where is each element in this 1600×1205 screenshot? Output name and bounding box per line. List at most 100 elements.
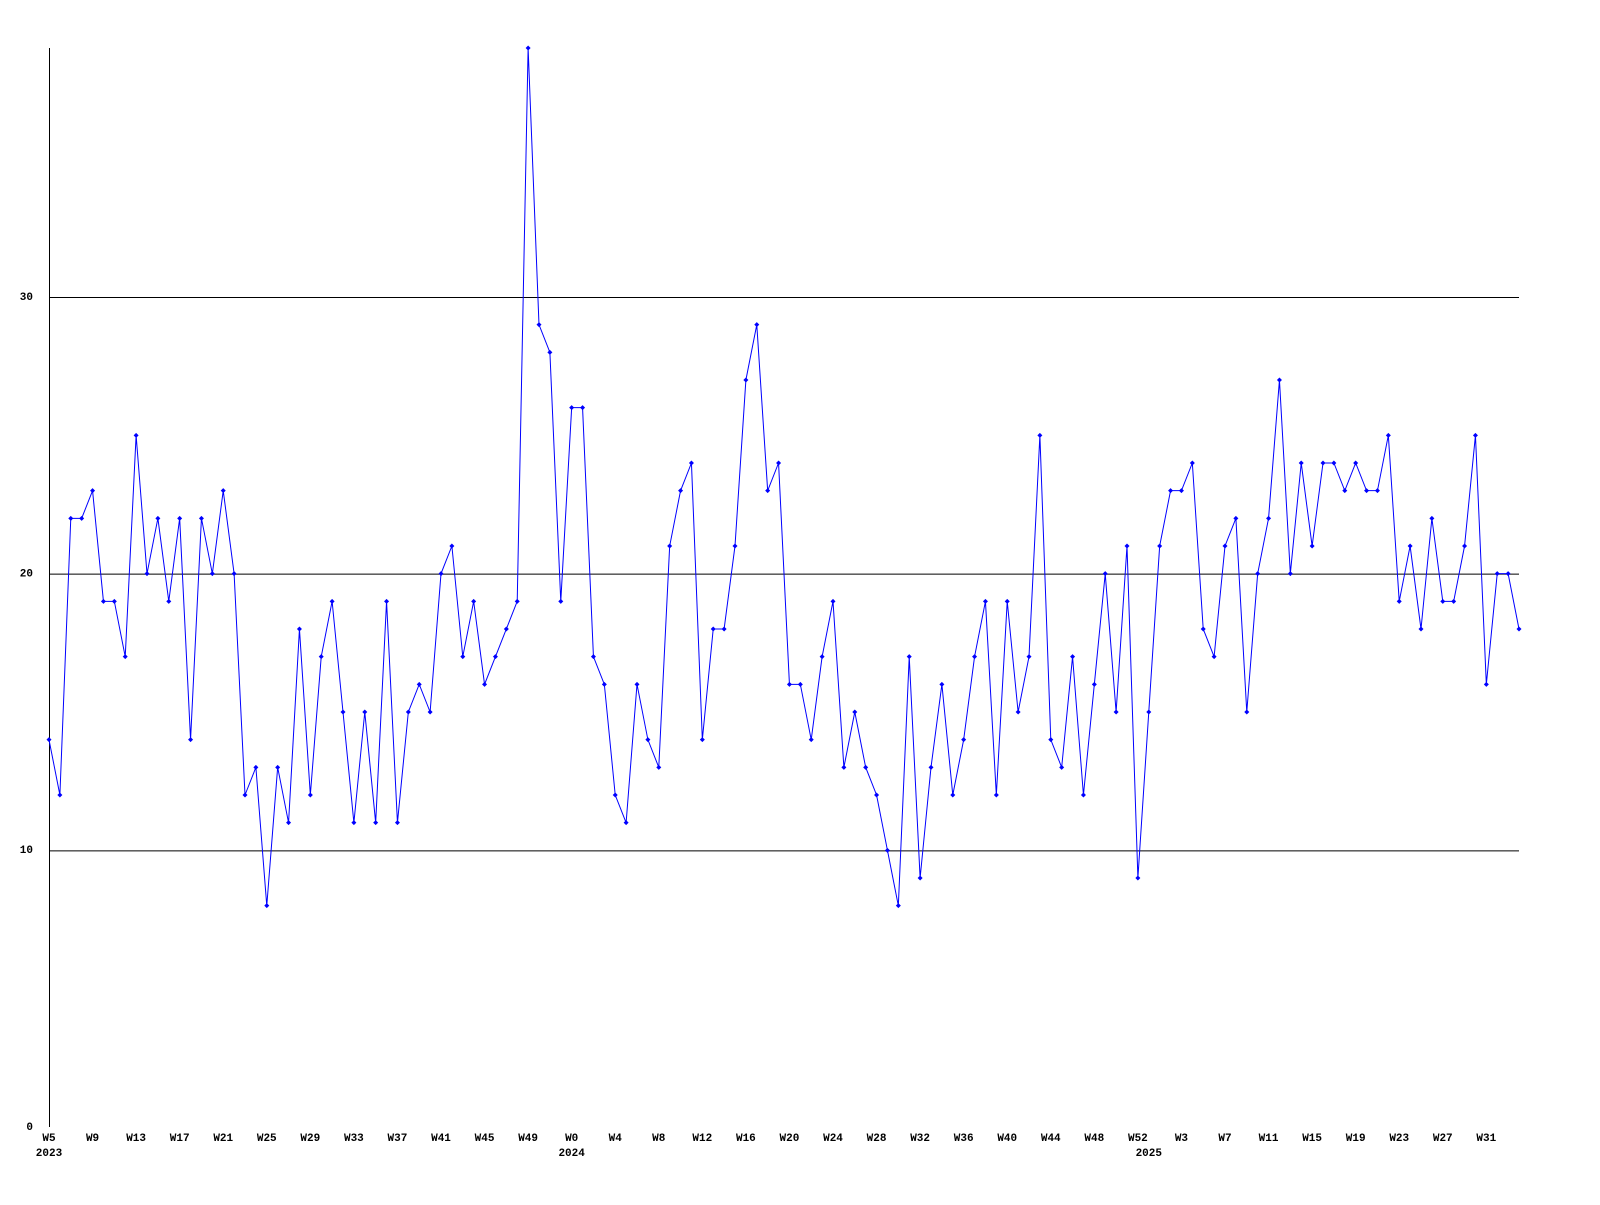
x-tick-label: W24 — [823, 1133, 843, 1145]
data-point — [100, 598, 106, 604]
data-point — [307, 792, 313, 798]
x-tick-label: W13 — [126, 1133, 146, 1145]
data-point — [1200, 626, 1206, 632]
data-point — [351, 820, 357, 826]
x-tick-label: W41 — [431, 1133, 451, 1145]
data-point — [612, 792, 618, 798]
data-point — [111, 598, 117, 604]
x-tick-label: W44 — [1041, 1133, 1061, 1145]
data-point — [1211, 654, 1217, 660]
data-point — [1494, 571, 1500, 577]
data-point — [982, 598, 988, 604]
data-point — [1266, 515, 1272, 521]
data-point — [525, 45, 531, 51]
data-point — [329, 598, 335, 604]
data-point — [1222, 543, 1228, 549]
x-tick-label: W25 — [257, 1133, 277, 1145]
data-point — [1418, 626, 1424, 632]
data-point — [198, 515, 204, 521]
data-point — [1462, 543, 1468, 549]
x-year-label: 2025 — [1136, 1148, 1163, 1160]
data-point — [1244, 709, 1250, 715]
data-point — [765, 488, 771, 494]
data-point — [797, 681, 803, 687]
data-point — [1276, 377, 1282, 383]
data-point — [1516, 626, 1522, 632]
data-point — [656, 764, 662, 770]
data-point — [188, 737, 194, 743]
y-tick-label: 20 — [20, 569, 33, 581]
data-point — [166, 598, 172, 604]
data-point — [492, 654, 498, 660]
x-tick-label: W19 — [1346, 1133, 1366, 1145]
x-tick-label: W27 — [1433, 1133, 1453, 1145]
data-point — [286, 820, 292, 826]
data-point — [1189, 460, 1195, 466]
data-point — [416, 681, 422, 687]
data-point — [1015, 709, 1021, 715]
data-point — [884, 847, 890, 853]
data-point — [1505, 571, 1511, 577]
data-point — [1048, 737, 1054, 743]
x-tick-label: W36 — [954, 1133, 974, 1145]
data-point — [547, 349, 553, 355]
x-tick-label: W5 — [42, 1133, 56, 1145]
x-tick-label: W0 — [565, 1133, 578, 1145]
data-point — [1233, 515, 1239, 521]
data-point — [264, 903, 270, 909]
data-point — [623, 820, 629, 826]
y-tick-label: 30 — [20, 292, 33, 304]
data-line — [48, 47, 1520, 906]
x-tick-label: W49 — [518, 1133, 538, 1145]
data-point — [928, 764, 934, 770]
data-point — [177, 515, 183, 521]
data-point — [939, 681, 945, 687]
x-tick-label: W52 — [1128, 1133, 1148, 1145]
data-point — [917, 875, 923, 881]
data-point — [743, 377, 749, 383]
x-tick-label: W3 — [1175, 1133, 1189, 1145]
x-tick-label: W8 — [652, 1133, 666, 1145]
data-point — [1364, 488, 1370, 494]
data-point — [993, 792, 999, 798]
x-year-label: 2023 — [36, 1148, 63, 1160]
data-point — [144, 571, 150, 577]
data-point — [1342, 488, 1348, 494]
x-tick-label: W33 — [344, 1133, 364, 1145]
data-point — [558, 598, 564, 604]
data-point — [1135, 875, 1141, 881]
y-tick-label: 0 — [26, 1122, 33, 1134]
x-tick-label: W29 — [300, 1133, 320, 1145]
data-point — [1429, 515, 1435, 521]
data-point — [721, 626, 727, 632]
data-point — [1004, 598, 1010, 604]
data-point — [1113, 709, 1119, 715]
data-point — [1157, 543, 1163, 549]
data-point — [438, 571, 444, 577]
x-tick-label: W12 — [692, 1133, 712, 1145]
data-point — [841, 764, 847, 770]
data-point — [569, 405, 575, 411]
data-point — [68, 515, 74, 521]
data-point — [133, 432, 139, 438]
data-point — [1287, 571, 1293, 577]
data-point — [830, 598, 836, 604]
x-tick-label: W7 — [1218, 1133, 1231, 1145]
data-point — [1059, 764, 1065, 770]
data-point — [460, 654, 466, 660]
x-year-label: 2024 — [558, 1148, 585, 1160]
data-point — [57, 792, 63, 798]
data-point — [1255, 571, 1261, 577]
data-point — [1178, 488, 1184, 494]
data-point — [405, 709, 411, 715]
data-point — [667, 543, 673, 549]
data-point — [754, 322, 760, 328]
x-tick-label: W28 — [867, 1133, 887, 1145]
x-tick-label: W32 — [910, 1133, 930, 1145]
data-point — [1353, 460, 1359, 466]
x-tick-label: W9 — [86, 1133, 99, 1145]
data-point — [471, 598, 477, 604]
x-tick-label: W45 — [475, 1133, 495, 1145]
data-point — [1374, 488, 1380, 494]
data-point — [590, 654, 596, 660]
